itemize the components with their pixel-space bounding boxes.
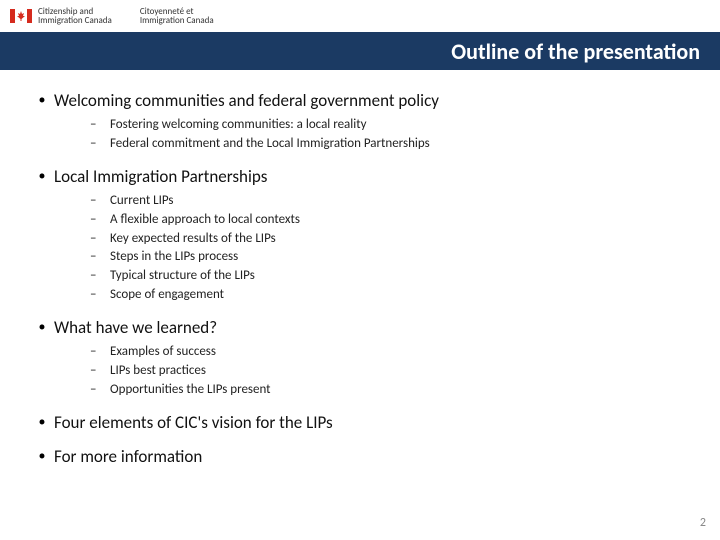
- outline-subitem: –Key expected results of the LIPs: [90, 230, 690, 249]
- dept-en-line2: Immigration Canada: [38, 16, 112, 25]
- bullet-icon: •: [30, 317, 54, 337]
- outline-item: • What have we learned? –Examples of suc…: [30, 317, 690, 400]
- dash-icon: –: [90, 286, 110, 305]
- outline-subitem-label: Examples of success: [110, 343, 216, 362]
- dash-icon: –: [90, 230, 110, 249]
- dept-fr-line2: Immigration Canada: [140, 16, 214, 25]
- dash-icon: –: [90, 381, 110, 400]
- outline-item-label: For more information: [54, 446, 202, 468]
- outline-item: • Four elements of CIC's vision for the …: [30, 412, 690, 434]
- outline-subitem-label: LIPs best practices: [110, 362, 206, 381]
- department-name-fr: Citoyenneté et Immigration Canada: [140, 7, 214, 26]
- dash-icon: –: [90, 267, 110, 286]
- dash-icon: –: [90, 362, 110, 381]
- bullet-icon: •: [30, 90, 54, 110]
- content-area: • Welcoming communities and federal gove…: [0, 70, 720, 468]
- outline-subitem: –Federal commitment and the Local Immigr…: [90, 135, 690, 154]
- outline-item: • For more information: [30, 446, 690, 468]
- outline-item-label: Four elements of CIC's vision for the LI…: [54, 412, 333, 434]
- outline-subitem-label: A flexible approach to local contexts: [110, 211, 300, 230]
- outline-subitem-label: Federal commitment and the Local Immigra…: [110, 135, 430, 154]
- outline-subitem: –Fostering welcoming communities: a loca…: [90, 116, 690, 135]
- outline-subitem: –Opportunities the LIPs present: [90, 381, 690, 400]
- outline-subitem-label: Current LIPs: [110, 192, 173, 211]
- outline-item-label: Local Immigration Partnerships: [54, 166, 267, 188]
- outline-subitem-label: Fostering welcoming communities: a local…: [110, 116, 366, 135]
- slide: Citizenship and Immigration Canada Citoy…: [0, 0, 720, 540]
- dash-icon: –: [90, 116, 110, 135]
- header: Citizenship and Immigration Canada Citoy…: [0, 0, 720, 32]
- bullet-icon: •: [30, 166, 54, 186]
- dash-icon: –: [90, 192, 110, 211]
- outline-subitem-label: Opportunities the LIPs present: [110, 381, 271, 400]
- outline-subitem-label: Typical structure of the LIPs: [110, 267, 255, 286]
- outline-subitem: –A flexible approach to local contexts: [90, 211, 690, 230]
- dash-icon: –: [90, 211, 110, 230]
- outline-subitem-label: Scope of engagement: [110, 286, 224, 305]
- page-number: 2: [700, 516, 706, 530]
- outline-item: • Welcoming communities and federal gove…: [30, 90, 690, 154]
- outline-subitem: –Current LIPs: [90, 192, 690, 211]
- slide-title: Outline of the presentation: [451, 38, 700, 65]
- outline-subitem-label: Steps in the LIPs process: [110, 248, 238, 267]
- outline-list: • Welcoming communities and federal gove…: [30, 90, 690, 468]
- dash-icon: –: [90, 135, 110, 154]
- outline-item-label: What have we learned?: [54, 317, 217, 339]
- title-bar: Outline of the presentation: [0, 32, 720, 70]
- outline-item-label: Welcoming communities and federal govern…: [54, 90, 439, 112]
- dash-icon: –: [90, 343, 110, 362]
- department-name-en: Citizenship and Immigration Canada: [38, 7, 112, 26]
- dash-icon: –: [90, 248, 110, 267]
- outline-subitem: –LIPs best practices: [90, 362, 690, 381]
- outline-subitem: –Steps in the LIPs process: [90, 248, 690, 267]
- bullet-icon: •: [30, 412, 54, 432]
- outline-subitem: –Examples of success: [90, 343, 690, 362]
- canada-flag-icon: [10, 9, 32, 23]
- department-name: Citizenship and Immigration Canada Citoy…: [38, 7, 214, 26]
- outline-subitem: –Scope of engagement: [90, 286, 690, 305]
- outline-item: • Local Immigration Partnerships –Curren…: [30, 166, 690, 305]
- outline-subitem: –Typical structure of the LIPs: [90, 267, 690, 286]
- bullet-icon: •: [30, 446, 54, 466]
- outline-subitem-label: Key expected results of the LIPs: [110, 230, 276, 249]
